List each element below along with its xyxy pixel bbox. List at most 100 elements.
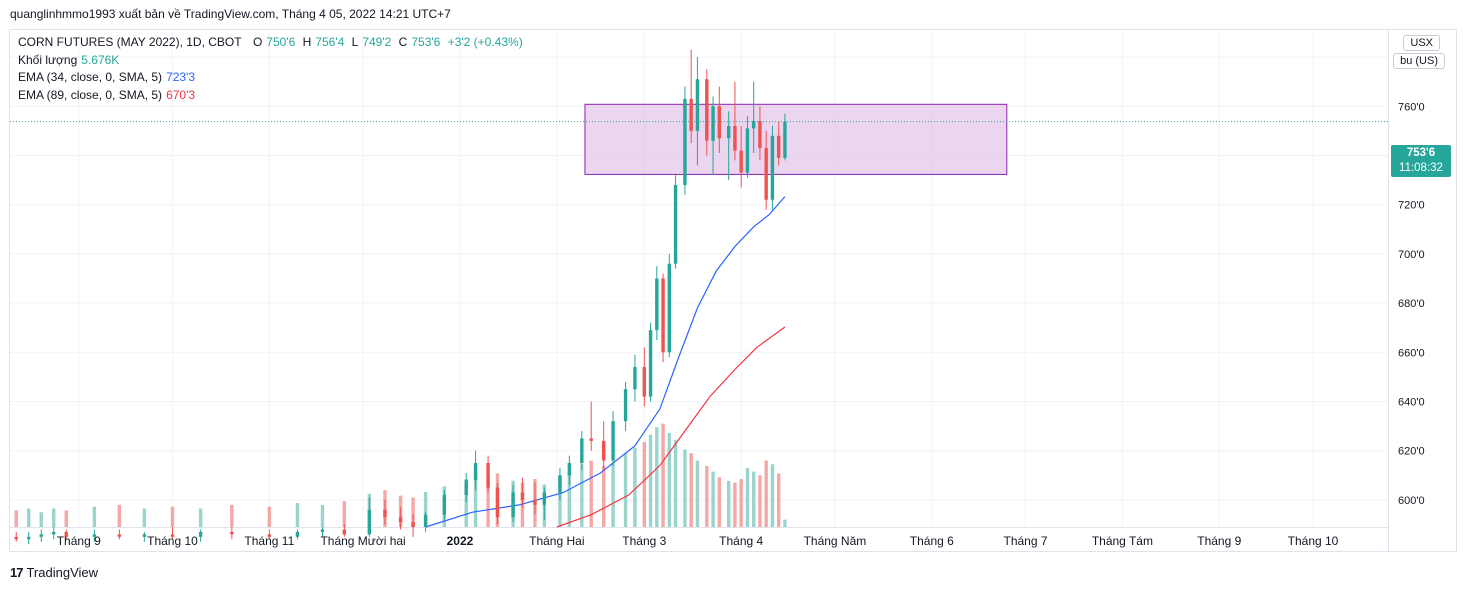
low-value: 749'2: [362, 35, 392, 49]
candle-body: [320, 529, 325, 532]
candle-body: [567, 463, 572, 476]
volume-bar: [142, 508, 147, 527]
x-tick-label: Tháng Tám: [1092, 534, 1153, 548]
currency-badge[interactable]: USX: [1403, 35, 1440, 51]
publisher-credit: quanglinhmmo1993 xuất bản về TradingView…: [10, 7, 451, 21]
volume-bar: [580, 464, 584, 527]
candle-body: [198, 531, 203, 537]
y-tick-label: 760'0: [1398, 101, 1425, 113]
volume-bar: [230, 504, 234, 527]
open-value: 750'6: [266, 35, 296, 49]
candles: [14, 49, 787, 545]
candle-body: [623, 389, 628, 422]
volume-bar: [695, 460, 700, 527]
tradingview-brand: TradingView: [26, 565, 99, 580]
change-value: +3'2 (+0.43%): [447, 35, 523, 49]
candle-body: [705, 79, 709, 141]
volume-bar: [486, 477, 490, 527]
x-tick-label: Tháng Mười hai: [320, 534, 405, 548]
candle-body: [367, 509, 372, 535]
candle-body: [117, 534, 122, 537]
volume-bar: [689, 453, 693, 527]
x-tick-label: Tháng 3: [622, 534, 666, 548]
candle-body: [770, 135, 775, 200]
candle-body: [745, 128, 750, 173]
unit-badge[interactable]: bu (US): [1393, 53, 1445, 69]
volume-bar: [623, 453, 628, 527]
volume-bar: [464, 479, 468, 527]
ema89-value: 670'3: [166, 87, 196, 102]
x-tick-label: Tháng 11: [244, 534, 294, 548]
candle-body: [411, 522, 415, 527]
legend-symbol-row: CORN FUTURES (MAY 2022), 1D, CBOT O 750'6…: [18, 34, 527, 52]
volume-bar: [39, 512, 43, 527]
countdown-value: 11:08:32: [1399, 162, 1443, 174]
candle-body: [611, 421, 615, 461]
candle-body: [717, 106, 722, 139]
volume-label: Khối lượng: [18, 52, 78, 67]
volume-bar: [764, 460, 768, 527]
legend-volume-row: Khối lượng 5.676K: [18, 52, 527, 70]
open-label: O: [252, 35, 263, 49]
volume-bar: [711, 471, 715, 527]
volume-bar: [726, 480, 731, 527]
supply-zone-rectangle: [584, 103, 1008, 175]
volume-bar: [342, 501, 347, 527]
ema89-label: EMA (89, close, 0, SMA, 5): [18, 87, 163, 102]
candle-body: [673, 185, 678, 264]
y-tick-label: 620'0: [1398, 446, 1425, 458]
candle-body: [52, 531, 56, 535]
volume-bar: [411, 497, 415, 527]
candle-body: [601, 440, 606, 461]
volume-bar: [783, 519, 787, 527]
candle-body: [473, 463, 478, 481]
tradingview-logo[interactable]: 17 TradingView: [10, 565, 98, 580]
volume-bar: [717, 477, 722, 527]
ema34-value: 723'3: [166, 70, 196, 84]
chart-frame[interactable]: [9, 29, 1457, 552]
volume-bar: [739, 479, 743, 527]
candle-body: [633, 367, 637, 390]
candle-body: [580, 438, 584, 464]
volume-bar: [673, 440, 678, 527]
close-label: C: [398, 35, 408, 49]
volume-bar: [758, 475, 762, 527]
volume-bar: [733, 482, 737, 527]
high-value: 756'4: [315, 35, 345, 49]
candle-body: [764, 148, 768, 200]
candle-body: [383, 509, 387, 518]
candle-body: [14, 536, 18, 540]
candle-body: [711, 106, 715, 141]
volume-bar: [589, 460, 593, 527]
candle-body: [170, 534, 175, 537]
candle-body: [655, 278, 659, 331]
candle-body: [27, 536, 31, 540]
volume-bar: [117, 504, 122, 527]
volume-bar: [776, 473, 781, 527]
volume-bar: [611, 462, 615, 527]
time-axis: Tháng 9 Tháng 10 Tháng 11 Tháng Mười hai 202…: [57, 534, 1339, 548]
last-price-tag: 753'6 11:08:32: [1391, 145, 1451, 177]
legend-ema89-row: EMA (89, close, 0, SMA, 5) 670'3: [18, 87, 527, 105]
candle-body: [558, 475, 562, 493]
candle-body: [92, 534, 97, 537]
candle-body: [464, 480, 468, 496]
candle-body: [520, 492, 525, 500]
low-label: L: [351, 35, 359, 49]
candle-body: [486, 463, 490, 488]
candle-body: [295, 531, 300, 537]
x-tick-label: Tháng 10: [147, 534, 198, 548]
symbol-title: CORN FUTURES (MAY 2022), 1D, CBOT: [18, 35, 242, 49]
x-tick-label: Tháng 4: [719, 534, 763, 548]
candle-body: [689, 98, 693, 131]
x-tick-label: Tháng 9: [1197, 534, 1241, 548]
candle-body: [661, 278, 665, 353]
volume-bar: [14, 510, 18, 527]
ema89-line: [556, 326, 786, 528]
candle-body: [442, 495, 447, 515]
y-tick-label: 640'0: [1398, 397, 1425, 409]
price-axis: 600'0620'0640'0660'0680'0700'0720'0740'0…: [1398, 52, 1425, 507]
y-tick-label: 720'0: [1398, 200, 1425, 212]
volume-bar: [667, 432, 672, 527]
